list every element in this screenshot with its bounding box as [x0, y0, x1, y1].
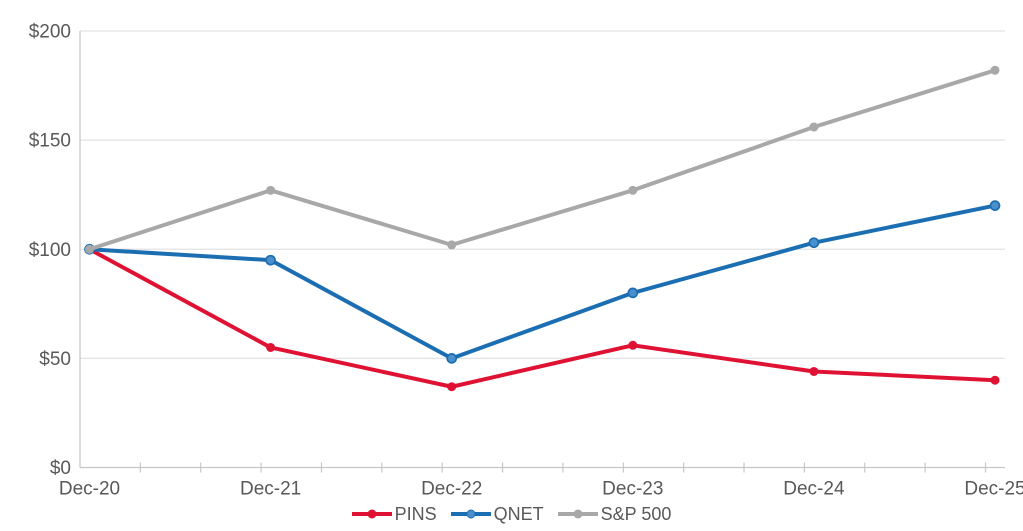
x-axis-label: Dec-25 [964, 479, 1023, 500]
data-point-pins-dec-23 [628, 340, 638, 350]
legend-marker-pins [351, 509, 392, 519]
legend-dot-pins [367, 509, 377, 519]
data-point-sp500-dec-25 [990, 65, 1000, 75]
legend-dot-qnet [466, 509, 476, 519]
y-axis-label: $100 [29, 240, 71, 261]
series-line-sp500 [87, 68, 997, 252]
x-axis-label: Dec-24 [783, 479, 845, 500]
data-point-qnet-dec-21 [265, 254, 276, 266]
legend-item-sp500: S&P 500 [557, 502, 672, 526]
data-point-pins-dec-25 [990, 375, 1000, 385]
data-point-qnet-dec-23 [627, 287, 639, 299]
series-line-pins [87, 247, 997, 389]
series-line-qnet [87, 203, 997, 361]
y-axis-label: $50 [39, 349, 71, 370]
data-point-sp500-dec-21 [266, 185, 276, 195]
data-point-qnet-dec-24 [808, 237, 820, 249]
x-axis-label: Dec-23 [602, 479, 663, 500]
y-axis-label: $200 [29, 22, 71, 43]
legend-label-pins: PINS [394, 504, 437, 524]
data-point-sp500-dec-23 [628, 185, 638, 195]
x-axis-label: Dec-20 [59, 479, 120, 500]
chart-legend: PINS QNET S&P 500 [0, 502, 1023, 526]
data-point-sp500-dec-24 [809, 122, 819, 132]
y-axis-label: $0 [50, 458, 71, 479]
data-point-pins-dec-22 [447, 382, 457, 392]
legend-marker-qnet [450, 509, 491, 519]
legend-label-qnet: QNET [493, 504, 544, 524]
legend-dot-sp500 [573, 509, 583, 519]
data-point-pins-dec-21 [266, 342, 276, 352]
x-axis-label: Dec-22 [421, 479, 482, 500]
data-point-pins-dec-24 [809, 366, 819, 376]
legend-marker-sp500 [557, 509, 598, 519]
data-point-qnet-dec-22 [446, 353, 458, 364]
data-point-sp500-dec-22 [447, 240, 457, 250]
x-axis-label: Dec-21 [240, 479, 301, 500]
data-point-sp500-dec-20 [85, 244, 94, 254]
y-axis-label: $150 [29, 131, 71, 152]
legend-item-qnet: QNET [450, 502, 544, 526]
data-point-qnet-dec-25 [989, 200, 1001, 211]
legend-item-pins: PINS [351, 502, 437, 526]
legend-label-sp500: S&P 500 [600, 504, 672, 524]
